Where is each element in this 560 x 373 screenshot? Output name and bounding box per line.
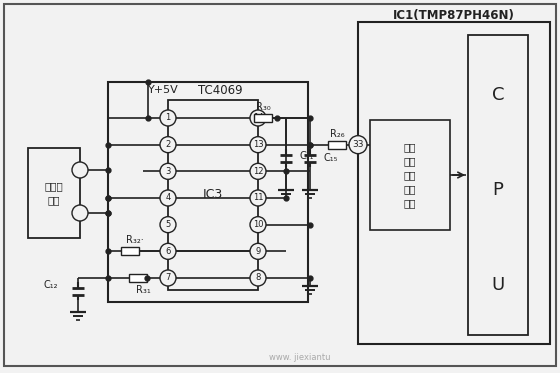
Text: R₂₆: R₂₆ — [330, 129, 344, 139]
Text: 10: 10 — [253, 220, 263, 229]
Text: C₁₅: C₁₅ — [323, 153, 337, 163]
Text: C₁₂: C₁₂ — [44, 280, 58, 290]
Bar — [168, 100, 258, 290]
Text: 7: 7 — [165, 273, 171, 282]
Text: C₁₁: C₁₁ — [299, 151, 314, 161]
Bar — [129, 274, 147, 282]
Bar — [370, 120, 450, 230]
Text: 水位传
感器: 水位传 感器 — [45, 181, 63, 205]
Circle shape — [250, 110, 266, 126]
Text: 9: 9 — [255, 247, 260, 256]
Circle shape — [160, 137, 176, 153]
Circle shape — [160, 217, 176, 233]
Bar — [328, 141, 346, 149]
Bar — [121, 247, 139, 256]
Text: U: U — [491, 276, 505, 294]
Text: IC1(TMP87PH46N): IC1(TMP87PH46N) — [393, 9, 515, 22]
Text: 33: 33 — [352, 140, 364, 149]
Text: 3: 3 — [165, 167, 171, 176]
Text: 14: 14 — [253, 113, 263, 122]
Text: 6: 6 — [165, 247, 171, 256]
Text: 11: 11 — [253, 194, 263, 203]
Bar — [358, 22, 550, 344]
Circle shape — [72, 205, 88, 221]
Text: 12: 12 — [253, 167, 263, 176]
Circle shape — [250, 190, 266, 206]
Text: Y+5V: Y+5V — [148, 85, 179, 95]
Circle shape — [160, 243, 176, 259]
Text: 4: 4 — [165, 194, 171, 203]
Bar — [254, 114, 272, 122]
Bar — [468, 35, 528, 335]
Text: IC3: IC3 — [203, 188, 223, 201]
Bar — [28, 148, 80, 238]
Text: C: C — [492, 86, 504, 104]
Text: www. jiexiantu: www. jiexiantu — [269, 353, 331, 362]
Circle shape — [250, 137, 266, 153]
Text: R₃₁: R₃₁ — [136, 285, 151, 295]
Text: 8: 8 — [255, 273, 261, 282]
Circle shape — [72, 162, 88, 178]
Text: P: P — [493, 181, 503, 199]
Circle shape — [250, 243, 266, 259]
Circle shape — [250, 163, 266, 179]
Text: 2: 2 — [165, 140, 171, 149]
Circle shape — [160, 163, 176, 179]
Circle shape — [250, 217, 266, 233]
Text: 1: 1 — [165, 113, 171, 122]
Text: 压力
开关
检测
信号
处理: 压力 开关 检测 信号 处理 — [404, 142, 416, 208]
Text: R₃₂·: R₃₂· — [126, 235, 144, 245]
Text: TC4069: TC4069 — [198, 84, 242, 97]
Circle shape — [160, 110, 176, 126]
Text: 5: 5 — [165, 220, 171, 229]
Bar — [108, 82, 308, 302]
Circle shape — [250, 270, 266, 286]
Text: R₃₀: R₃₀ — [255, 102, 270, 112]
Circle shape — [160, 190, 176, 206]
Circle shape — [160, 270, 176, 286]
Circle shape — [349, 136, 367, 154]
Text: 13: 13 — [253, 140, 263, 149]
